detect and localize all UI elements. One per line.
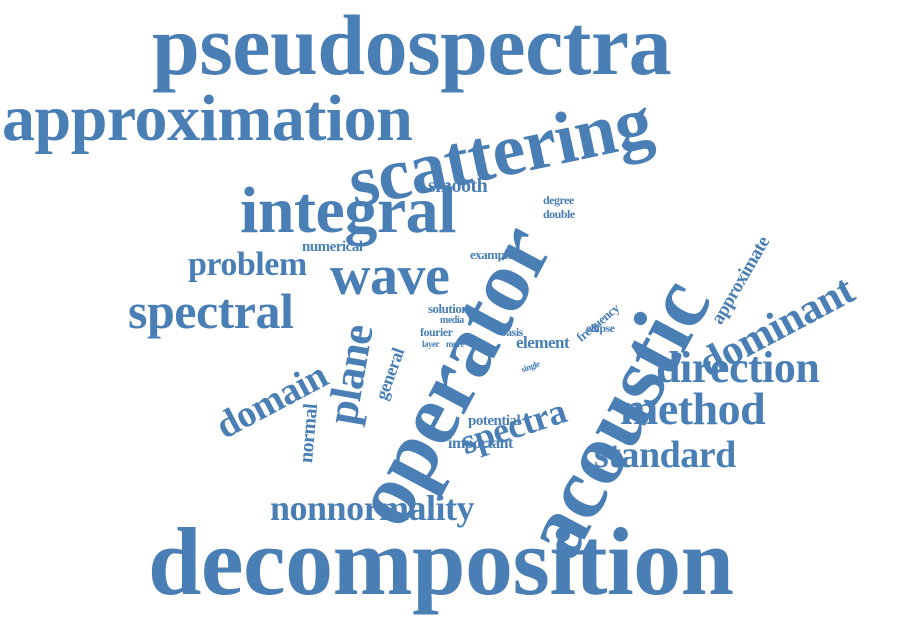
word-single: single	[520, 359, 541, 374]
word-normal: normal	[296, 403, 321, 464]
word-important: important	[448, 436, 513, 452]
word-fourier: fourier	[420, 326, 452, 338]
word-plane: plane	[320, 321, 381, 427]
word-ellipse: ellipse	[586, 322, 615, 334]
word-element: element	[516, 334, 569, 351]
word-wave: wave	[330, 248, 449, 304]
word-solution: solution	[428, 302, 468, 315]
word-double: double	[543, 208, 575, 220]
word-method: method	[620, 386, 765, 432]
word-integral: integral	[240, 178, 456, 244]
word-potential: potential	[468, 414, 520, 429]
word-more: more	[446, 340, 464, 349]
word-problem: problem	[188, 248, 307, 282]
word-degree: degree	[543, 194, 574, 206]
word-smooth: smooth	[428, 176, 487, 196]
word-layer: layer	[422, 340, 439, 349]
word-example: example	[470, 248, 513, 261]
word-pseudospectra: pseudospectra	[152, 2, 671, 88]
word-decomposition: decomposition	[148, 514, 734, 610]
word-spectral: spectral	[128, 286, 293, 336]
word-standard: standard	[594, 436, 736, 474]
